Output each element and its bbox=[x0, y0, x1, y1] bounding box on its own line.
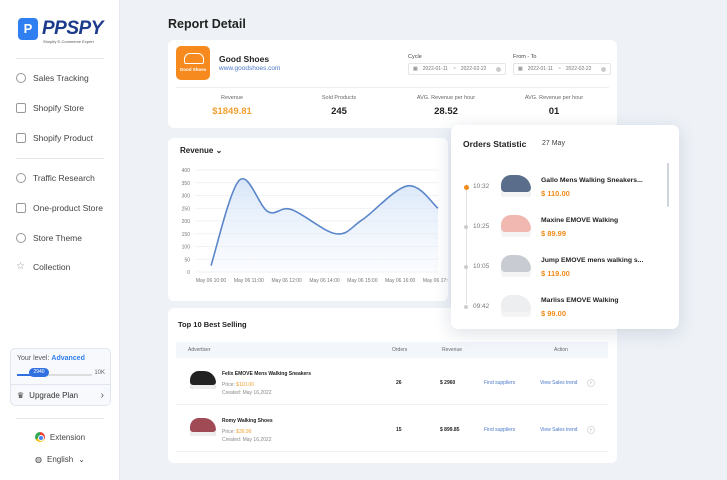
sidebar-item-shopify-product[interactable]: Shopify Product bbox=[16, 133, 93, 143]
x-tick-label: May 06 15:00 bbox=[347, 278, 378, 284]
palette-icon bbox=[16, 233, 26, 243]
globe-icon: ◍ bbox=[35, 455, 43, 464]
sidebar-item-store-theme[interactable]: Store Theme bbox=[16, 233, 82, 243]
extension-link[interactable]: Extension bbox=[0, 432, 120, 442]
y-tick-label: 150 bbox=[182, 232, 191, 238]
stat-sold-products: Sold Products 245 bbox=[321, 95, 357, 117]
y-tick-label: 300 bbox=[182, 194, 191, 200]
timeline bbox=[466, 184, 467, 304]
ppspy-logo[interactable]: P PPSPY Shopify E-Commerce Expert bbox=[18, 18, 103, 44]
divider bbox=[176, 87, 609, 88]
home-icon bbox=[16, 203, 26, 213]
product-icon bbox=[16, 133, 26, 143]
order-item[interactable]: 09:42 Marliss EMOVE Walking $ 99.00 bbox=[463, 295, 663, 327]
x-tick-label: May 06 11:00 bbox=[234, 278, 264, 284]
x-tick-label: May 06 10:00 bbox=[196, 278, 227, 284]
product-thumbnail bbox=[501, 215, 531, 237]
x-tick-label: May 06 17:00 bbox=[423, 278, 448, 284]
star-icon: ☆ bbox=[16, 261, 25, 272]
store-summary-card: Good Shoes Good Shoes www.goodshoes.com … bbox=[168, 40, 617, 128]
product-thumbnail bbox=[501, 255, 531, 277]
clear-icon[interactable] bbox=[601, 66, 606, 72]
product-thumbnail bbox=[190, 418, 216, 436]
x-tick-label: May 06 14:00 bbox=[309, 278, 340, 284]
chrome-icon bbox=[34, 432, 45, 442]
sidebar-item-collection[interactable]: ☆ Collection bbox=[16, 261, 71, 273]
target-icon bbox=[16, 73, 26, 83]
level-current: 2940 bbox=[29, 368, 49, 377]
stat-revenue: Revenue $1849.81 bbox=[212, 95, 252, 117]
table-header: Advertiser Orders Revenue Action bbox=[176, 342, 608, 358]
y-tick-label: 200 bbox=[182, 219, 191, 225]
sidebar-item-traffic-research[interactable]: Traffic Research bbox=[16, 173, 95, 183]
chevron-right-icon[interactable]: › bbox=[587, 379, 595, 387]
traffic-icon bbox=[16, 173, 26, 183]
sidebar-item-shopify-store[interactable]: Shopify Store bbox=[16, 103, 84, 113]
chevron-right-icon[interactable]: › bbox=[587, 426, 595, 434]
upgrade-plan-button[interactable]: ♛ Upgrade Plan › bbox=[11, 384, 110, 406]
sidebar-item-one-product-store[interactable]: One-product Store bbox=[16, 203, 103, 213]
timeline-dot bbox=[464, 265, 468, 269]
calendar-icon: ▦ bbox=[413, 66, 418, 72]
y-tick-label: 100 bbox=[182, 245, 191, 251]
y-tick-label: 0 bbox=[187, 270, 190, 276]
crown-icon: ♛ bbox=[17, 391, 25, 400]
divider bbox=[16, 58, 104, 59]
chevron-right-icon: › bbox=[100, 390, 104, 401]
chevron-down-icon: ⌄ bbox=[215, 146, 223, 155]
calendar-icon: ▦ bbox=[518, 66, 523, 72]
y-tick-label: 400 bbox=[182, 168, 191, 174]
order-item[interactable]: 10:32 Gallo Mens Walking Sneakers... $ 1… bbox=[463, 175, 663, 207]
bag-icon: P bbox=[18, 18, 38, 40]
y-tick-label: 250 bbox=[182, 206, 191, 212]
chevron-down-icon: ⌄ bbox=[78, 455, 85, 464]
page-title: Report Detail bbox=[168, 17, 246, 31]
scrollbar[interactable] bbox=[667, 163, 669, 207]
revenue-chart: 0 50 100 150 200 250 300 350 400 May 06 10:00 May … bbox=[182, 168, 448, 284]
view-sales-trend-link[interactable]: View Sales trend bbox=[540, 427, 578, 433]
clear-icon[interactable] bbox=[496, 66, 501, 72]
orders-statistic-panel: Orders Statistic 27 May 10:32 Gallo Mens… bbox=[451, 125, 679, 329]
level-value: Advanced bbox=[51, 355, 85, 362]
product-thumbnail bbox=[190, 371, 216, 389]
sidebar: P PPSPY Shopify E-Commerce Expert Sales … bbox=[0, 0, 120, 480]
product-thumbnail bbox=[501, 175, 531, 197]
find-suppliers-link[interactable]: Find suppliers bbox=[484, 380, 516, 386]
x-tick-label: May 06 12:00 bbox=[272, 278, 303, 284]
metric-select[interactable]: Revenue ⌄ bbox=[180, 146, 223, 155]
best-selling-card: Top 10 Best Selling Advertiser Orders Re… bbox=[168, 308, 617, 463]
store-logo: Good Shoes bbox=[176, 46, 210, 80]
stat-avg-revenue: AVG. Revenue per hour 28.52 bbox=[416, 95, 476, 117]
store-url[interactable]: www.goodshoes.com bbox=[219, 65, 281, 72]
x-tick-label: May 06 16:00 bbox=[385, 278, 416, 284]
find-suppliers-link[interactable]: Find suppliers bbox=[484, 427, 516, 433]
timeline-dot bbox=[463, 184, 469, 190]
y-tick-label: 350 bbox=[182, 181, 191, 187]
divider bbox=[16, 158, 104, 159]
store-icon bbox=[16, 103, 26, 113]
y-tick-label: 50 bbox=[184, 257, 190, 263]
range-date-picker[interactable]: ▦ 2022-01-11 ~2022-02-22 bbox=[513, 63, 611, 75]
divider bbox=[16, 418, 104, 419]
cycle-date-picker[interactable]: ▦ 2022-01-11 ~2022-02-22 bbox=[408, 63, 506, 75]
revenue-area bbox=[211, 178, 438, 272]
timeline-dot bbox=[464, 225, 468, 229]
product-thumbnail bbox=[501, 295, 531, 317]
language-select[interactable]: ◍ English ⌄ bbox=[35, 455, 85, 464]
timeline-dot bbox=[464, 305, 468, 309]
level-panel: Your level: Advanced 2940 10K ♛ Upgrade P… bbox=[10, 348, 111, 406]
store-name: Good Shoes bbox=[219, 54, 270, 64]
order-item[interactable]: 10:05 Jump EMOVE mens walking s... $ 119… bbox=[463, 255, 663, 287]
order-item[interactable]: 10:25 Maxine EMOVE Walking $ 89.99 bbox=[463, 215, 663, 247]
table-row: Romy Walking Shoes Price: $39.99 Created… bbox=[176, 405, 608, 452]
sidebar-item-sales-tracking[interactable]: Sales Tracking bbox=[16, 73, 89, 83]
stat-avg-revenue-2: AVG. Revenue per hour 01 bbox=[524, 95, 584, 117]
best-selling-table: Advertiser Orders Revenue Action Felix E… bbox=[176, 342, 608, 454]
table-row: Felix EMOVE Mens Walking Sneakers Price:… bbox=[176, 358, 608, 405]
revenue-chart-card: Revenue ⌄ 0 50 100 150 200 250 300 350 400 May 06… bbox=[168, 138, 448, 301]
section-title: Top 10 Best Selling bbox=[178, 320, 247, 329]
view-sales-trend-link[interactable]: View Sales trend bbox=[540, 380, 578, 386]
level-progress bbox=[17, 374, 92, 376]
